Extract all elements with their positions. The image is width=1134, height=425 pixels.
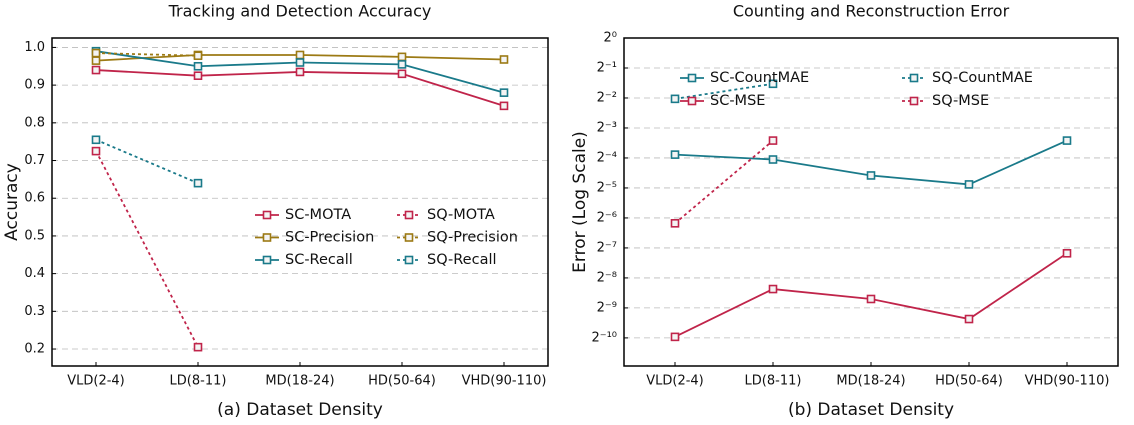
data-point [670,332,680,342]
legend-label: SC-MSE [710,93,765,109]
y-tick-label: 0.6 [24,191,45,206]
data-point [91,146,101,156]
data-point [670,219,680,228]
data-point [193,342,203,352]
series-line [674,139,774,224]
legend-label: SC-CountMAE [710,70,809,86]
data-point [499,101,509,111]
legend-marker [404,233,414,242]
data-point [91,135,101,145]
y-tick-label: 0.4 [24,266,45,281]
legend-marker [687,73,697,83]
data-point [768,284,778,294]
data-point [295,50,305,60]
series-line [95,138,199,184]
y-tick-label: 0.8 [24,115,45,130]
y-tick-label: 2⁻¹⁰ [591,330,617,345]
legend-marker [262,210,272,220]
legend-marker [404,255,414,265]
data-point [91,56,101,65]
legend-marker [909,96,919,106]
x-tick-label: LD(8-11) [170,374,227,389]
legend-label: SC-Precision [285,230,374,246]
series-line [95,52,199,57]
x-tick-label: MD(18-24) [265,374,334,389]
data-point [91,48,101,58]
y-tick-label: 2⁻⁸ [597,270,617,285]
y-tick-label: 2⁰ [604,31,617,46]
plot-frame [623,37,1119,367]
legend-marker [909,73,919,83]
data-point [768,136,778,145]
x-tick-label: VLD(2-4) [67,374,125,389]
x-tick-label: VHD(90-110) [1025,374,1110,389]
y-tick-label: 0.3 [24,304,45,319]
y-tick-label: 2⁻⁴ [597,150,617,165]
legend-label: SC-Recall [285,252,353,268]
data-point [397,69,407,79]
series-line [674,82,774,100]
x-tick-label: HD(50-64) [368,374,436,389]
legend-marker [262,255,272,265]
data-point [91,65,101,75]
data-point [193,51,203,61]
y-tick-label: 0.7 [24,153,45,168]
y-tick-label: 2⁻⁷ [597,240,617,255]
legend-label: SQ-Precision [427,230,518,246]
data-point [866,294,876,304]
data-point [1062,136,1072,145]
data-point [499,88,509,97]
y-tick-label: 2⁻³ [597,120,617,135]
data-point [193,61,203,71]
legend-marker [687,96,697,106]
y-tick-label: 0.5 [24,228,45,243]
data-point [768,155,778,164]
data-point [964,180,974,189]
x-tick-label: HD(50-64) [935,374,1003,389]
y-tick-label: 0.2 [24,342,45,357]
data-point [397,60,407,69]
data-point [670,94,680,104]
y-tick-label: 2⁻⁹ [597,300,617,315]
y-tick-label: 2⁻⁶ [597,210,617,225]
y-tick-label: 2⁻¹ [597,60,617,75]
x-tick-label: VHD(90-110) [462,374,547,389]
data-point [193,178,203,188]
series-line [95,150,199,348]
x-tick-label: LD(8-11) [745,374,802,389]
data-point [193,71,203,81]
y-axis-label: Error (Log Scale) [570,131,590,273]
y-tick-label: 2⁻² [597,90,617,105]
data-point [964,314,974,324]
data-point [295,58,305,67]
legend-label: SC-MOTA [285,207,351,223]
plot-frame [51,37,549,367]
y-tick-label: 0.9 [24,78,45,93]
x-axis-label: (b) Dataset Density [788,400,954,420]
data-point [397,52,407,62]
data-point [1062,248,1072,258]
legend-marker [404,210,414,220]
data-point [670,150,680,159]
y-axis-label: Accuracy [2,163,22,241]
legend-label: SQ-MSE [932,93,989,109]
x-tick-label: VLD(2-4) [646,374,704,389]
legend-marker [262,233,272,242]
chart-title: Counting and Reconstruction Error [733,2,1010,21]
x-tick-label: MD(18-24) [836,374,905,389]
data-point [499,55,509,64]
legend-label: SQ-CountMAE [932,70,1033,86]
data-point [866,171,876,180]
legend-label: SQ-Recall [427,252,497,268]
y-tick-label: 1.0 [24,40,45,55]
data-point [768,79,778,89]
y-tick-label: 2⁻⁵ [597,180,617,195]
x-axis-label: (a) Dataset Density [217,400,383,420]
data-point [295,67,305,77]
legend-label: SQ-MOTA [427,207,495,223]
chart-title: Tracking and Detection Accuracy [168,2,432,21]
